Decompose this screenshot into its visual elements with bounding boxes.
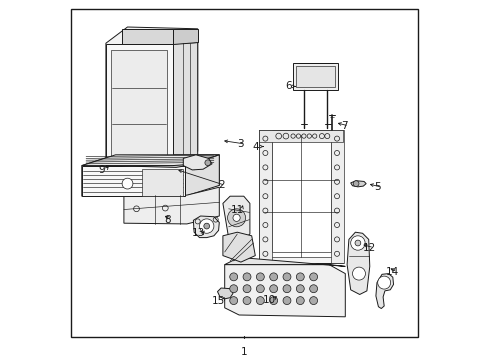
Circle shape xyxy=(377,276,390,289)
Text: 13: 13 xyxy=(191,228,204,238)
Circle shape xyxy=(296,297,304,305)
Bar xyxy=(258,130,343,263)
Text: 12: 12 xyxy=(363,243,376,253)
Text: 10: 10 xyxy=(262,294,275,305)
Circle shape xyxy=(203,223,209,229)
Polygon shape xyxy=(375,274,393,309)
Polygon shape xyxy=(142,169,183,196)
Circle shape xyxy=(256,297,264,305)
Circle shape xyxy=(256,273,264,281)
Text: 1: 1 xyxy=(241,347,247,357)
Circle shape xyxy=(204,160,210,166)
Circle shape xyxy=(122,178,133,189)
Polygon shape xyxy=(111,50,167,159)
Polygon shape xyxy=(123,187,219,224)
Circle shape xyxy=(229,297,237,305)
Circle shape xyxy=(350,236,365,250)
Circle shape xyxy=(232,214,240,221)
Polygon shape xyxy=(217,288,232,299)
Polygon shape xyxy=(193,216,219,238)
Polygon shape xyxy=(81,155,219,196)
Bar xyxy=(271,140,330,252)
Polygon shape xyxy=(224,257,345,266)
Text: 2: 2 xyxy=(217,180,224,190)
Bar xyxy=(295,66,335,87)
Circle shape xyxy=(309,297,317,305)
Circle shape xyxy=(229,273,237,281)
Polygon shape xyxy=(224,265,345,317)
Polygon shape xyxy=(223,196,249,240)
Circle shape xyxy=(269,297,277,305)
Bar xyxy=(258,130,271,263)
Circle shape xyxy=(352,267,365,280)
Circle shape xyxy=(243,297,250,305)
Circle shape xyxy=(269,285,277,293)
Circle shape xyxy=(296,273,304,281)
Text: 11: 11 xyxy=(230,204,244,215)
Circle shape xyxy=(283,285,290,293)
Polygon shape xyxy=(183,155,212,170)
Polygon shape xyxy=(122,29,172,44)
Text: 3: 3 xyxy=(237,139,244,149)
Circle shape xyxy=(243,285,250,293)
Polygon shape xyxy=(350,181,366,187)
Text: 6: 6 xyxy=(285,81,291,91)
Bar xyxy=(258,130,343,142)
Text: 15: 15 xyxy=(211,296,225,306)
Circle shape xyxy=(354,240,360,246)
Polygon shape xyxy=(172,29,197,44)
Text: 9: 9 xyxy=(98,165,104,175)
Circle shape xyxy=(352,181,358,186)
Circle shape xyxy=(296,285,304,293)
Circle shape xyxy=(243,273,250,281)
Circle shape xyxy=(229,285,237,293)
Circle shape xyxy=(269,273,277,281)
Circle shape xyxy=(283,297,290,305)
Polygon shape xyxy=(106,27,197,167)
Bar xyxy=(264,135,337,257)
Circle shape xyxy=(309,285,317,293)
Circle shape xyxy=(309,273,317,281)
Polygon shape xyxy=(185,155,219,196)
Polygon shape xyxy=(223,232,255,262)
Circle shape xyxy=(256,285,264,293)
Text: 5: 5 xyxy=(374,182,380,192)
Text: 7: 7 xyxy=(341,121,347,131)
Circle shape xyxy=(283,273,290,281)
Text: 4: 4 xyxy=(252,141,259,152)
Polygon shape xyxy=(106,44,172,166)
Text: 8: 8 xyxy=(163,215,170,225)
Bar xyxy=(330,130,343,263)
Circle shape xyxy=(227,209,245,227)
Polygon shape xyxy=(346,232,369,294)
Polygon shape xyxy=(81,166,185,196)
Polygon shape xyxy=(172,42,197,166)
Circle shape xyxy=(199,219,213,233)
Polygon shape xyxy=(81,155,219,166)
Polygon shape xyxy=(106,164,197,167)
Text: 14: 14 xyxy=(386,267,399,277)
Polygon shape xyxy=(292,63,337,90)
